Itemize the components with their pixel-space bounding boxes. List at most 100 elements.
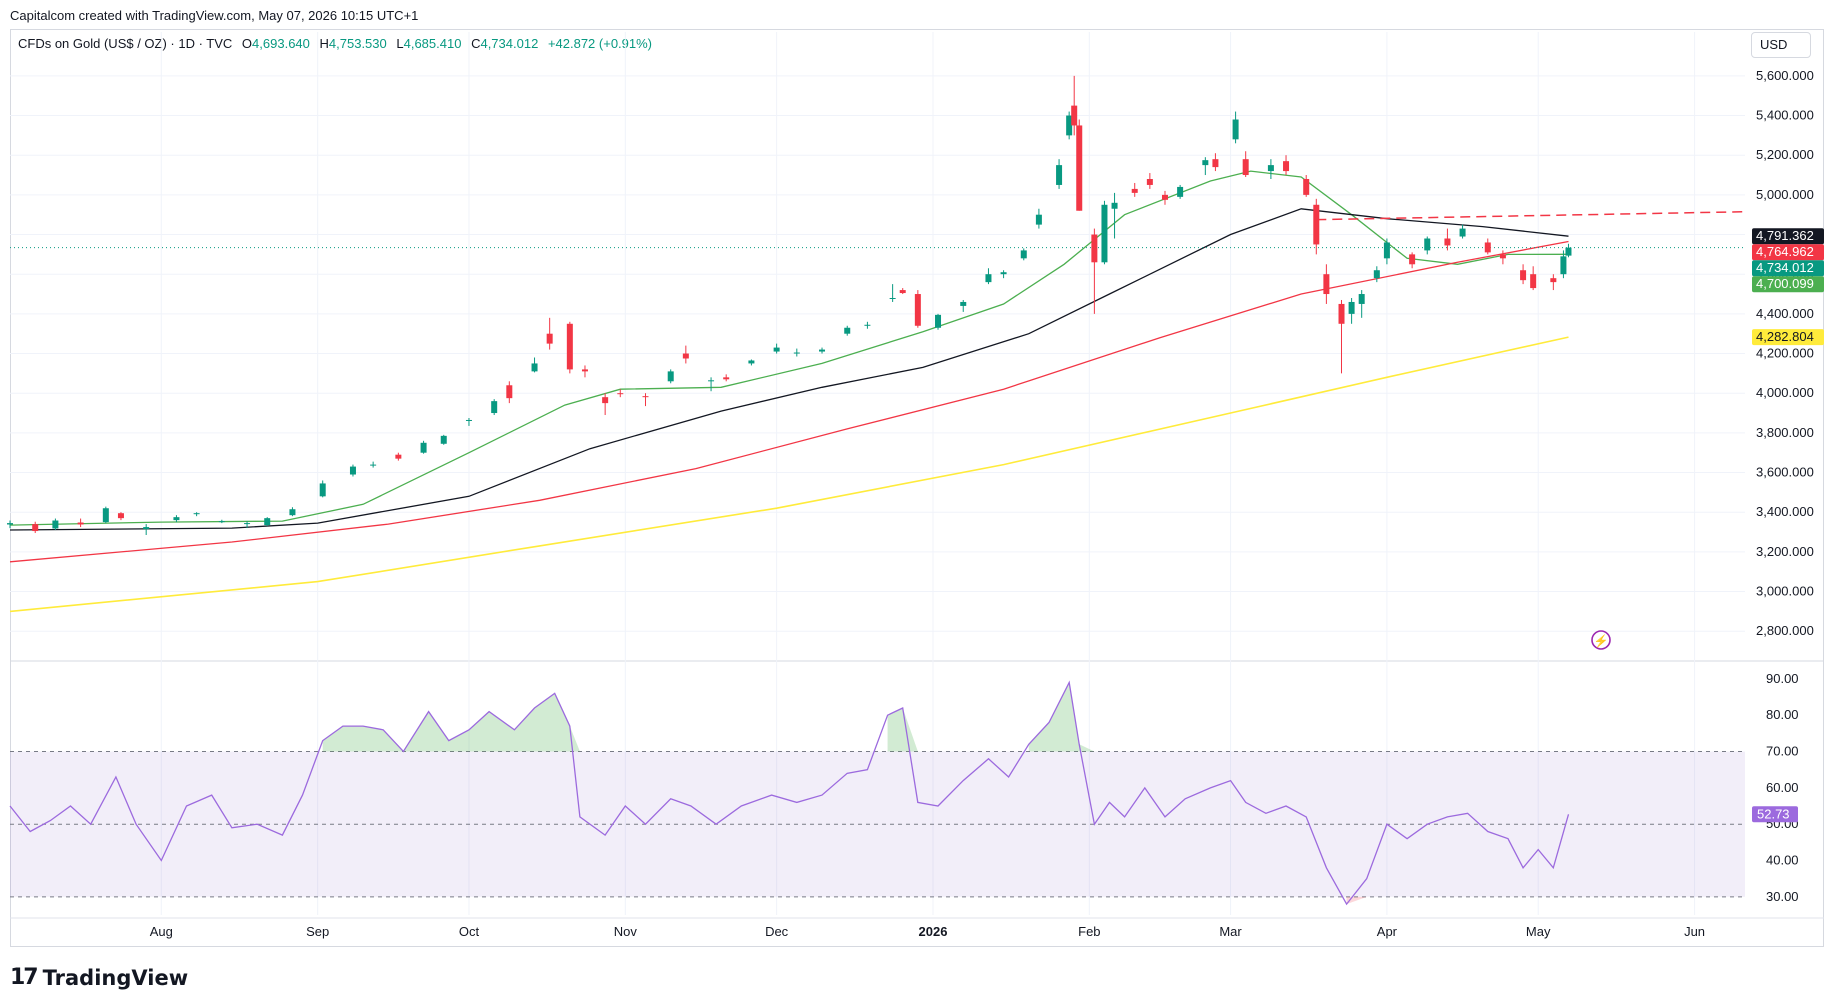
candle-body bbox=[667, 371, 674, 382]
candle-body bbox=[1146, 179, 1153, 185]
candle-body bbox=[77, 522, 84, 525]
candle-body bbox=[1202, 160, 1209, 166]
change-value: +42.872 (+0.91%) bbox=[547, 36, 653, 51]
time-tick-label: Nov bbox=[614, 924, 638, 939]
tradingview-logo-icon: 17 bbox=[10, 965, 39, 990]
candle-body bbox=[1530, 274, 1537, 289]
candle-body bbox=[723, 377, 730, 380]
candle-body bbox=[1111, 202, 1118, 209]
price-tick-label: 5,400.000 bbox=[1756, 108, 1814, 123]
chart-attribution: Capitalcom created with TradingView.com,… bbox=[10, 8, 419, 23]
candle-body bbox=[173, 517, 180, 521]
candle-body bbox=[960, 301, 967, 306]
candle-body bbox=[819, 349, 826, 352]
open-value: 4,693.640 bbox=[252, 36, 310, 51]
price-tick-label: 4,000.000 bbox=[1756, 385, 1814, 400]
price-axis-badge-label: 4,764.962 bbox=[1756, 244, 1814, 259]
price-axis-badge-label: 4,734.012 bbox=[1756, 260, 1814, 275]
candle-body bbox=[1484, 242, 1491, 253]
candle-body bbox=[793, 352, 800, 354]
candle-body bbox=[899, 290, 906, 294]
rsi-tick-label: 60.00 bbox=[1766, 780, 1799, 795]
price-axis-badge-label: 4,282.804 bbox=[1756, 329, 1814, 344]
candle-body bbox=[1066, 115, 1073, 136]
candle-body bbox=[1035, 214, 1042, 225]
candle-body bbox=[864, 324, 871, 326]
currency-selector[interactable]: USD bbox=[1751, 32, 1811, 58]
candle-body bbox=[1565, 247, 1572, 256]
candle-body bbox=[682, 353, 689, 359]
close-value: 4,734.012 bbox=[480, 36, 539, 51]
price-tick-label: 4,400.000 bbox=[1756, 306, 1814, 321]
candle-body bbox=[1409, 254, 1416, 265]
rsi-tick-label: 80.00 bbox=[1766, 707, 1799, 722]
candle-body bbox=[1348, 301, 1355, 314]
candle-body bbox=[1358, 294, 1365, 304]
candle-body bbox=[420, 442, 427, 453]
candle-body bbox=[1373, 270, 1380, 279]
candle-body bbox=[289, 509, 296, 516]
candle-body bbox=[117, 513, 124, 519]
time-tick-label: Oct bbox=[459, 924, 480, 939]
candle-body bbox=[581, 369, 588, 372]
candle-body bbox=[52, 520, 59, 529]
price-axis-badge-label: 4,791.362 bbox=[1756, 228, 1814, 243]
candle-body bbox=[914, 294, 921, 326]
candle-body bbox=[1267, 165, 1274, 172]
time-tick-label: 2026 bbox=[919, 924, 948, 939]
price-tick-label: 3,200.000 bbox=[1756, 544, 1814, 559]
rsi-line bbox=[9, 680, 1570, 906]
candle-body bbox=[617, 393, 624, 395]
price-axis-badge bbox=[1752, 329, 1824, 346]
price-axis-badge bbox=[1752, 276, 1824, 293]
rsi-value-badge-label: 52.73 bbox=[1757, 806, 1790, 821]
candle-body bbox=[440, 435, 447, 444]
resistance-trendline bbox=[1316, 210, 1746, 221]
candle-body bbox=[32, 524, 39, 532]
candle-body bbox=[748, 360, 755, 364]
time-tick-label: Apr bbox=[1377, 924, 1398, 939]
candle-body bbox=[264, 518, 271, 526]
candle-body bbox=[1303, 179, 1310, 195]
candle-body bbox=[935, 314, 942, 328]
price-tick-label: 3,800.000 bbox=[1756, 425, 1814, 440]
time-tick-label: May bbox=[1526, 924, 1551, 939]
symbol-title[interactable]: CFDs on Gold (US$ / OZ) · 1D · TVC bbox=[18, 36, 233, 51]
candle-body bbox=[1056, 165, 1063, 185]
time-tick-label: Jun bbox=[1684, 924, 1705, 939]
candle-body bbox=[1020, 250, 1027, 259]
candle-body bbox=[1076, 125, 1083, 211]
time-tick-label: Aug bbox=[150, 924, 173, 939]
candle-body bbox=[1338, 303, 1345, 324]
candle-body bbox=[1091, 234, 1098, 263]
candle-body bbox=[370, 464, 377, 466]
rsi-tick-label: 40.00 bbox=[1766, 853, 1799, 868]
price-tick-label: 5,000.000 bbox=[1756, 187, 1814, 202]
candle-body bbox=[193, 513, 200, 515]
candle-body bbox=[102, 508, 109, 523]
tradingview-brand[interactable]: 17 TradingView bbox=[10, 965, 188, 990]
low-value: 4,685.410 bbox=[403, 36, 462, 51]
price-tick-label: 5,600.000 bbox=[1756, 68, 1814, 83]
time-tick-label: Dec bbox=[765, 924, 789, 939]
tradingview-wordmark: TradingView bbox=[42, 965, 189, 990]
time-tick-label: Sep bbox=[306, 924, 329, 939]
price-tick-label: 4,200.000 bbox=[1756, 346, 1814, 361]
candle-body bbox=[566, 323, 573, 370]
candle-body bbox=[1242, 159, 1249, 176]
candle-body bbox=[708, 380, 715, 382]
candle-body bbox=[1520, 270, 1527, 281]
lightning-alert-glyph: ⚡ bbox=[1594, 634, 1609, 648]
price-tick-label: 3,000.000 bbox=[1756, 584, 1814, 599]
close-label: C bbox=[471, 36, 481, 51]
time-tick-label: Mar bbox=[1219, 924, 1242, 939]
candle-body bbox=[1177, 186, 1184, 197]
candle-body bbox=[1459, 228, 1466, 237]
candle-body bbox=[1232, 119, 1239, 140]
price-tick-label: 2,800.000 bbox=[1756, 623, 1814, 638]
high-value: 4,753.530 bbox=[328, 36, 387, 51]
candle-body bbox=[1550, 278, 1557, 283]
candle-body bbox=[1000, 272, 1007, 275]
price-axis-badge bbox=[1752, 228, 1824, 245]
